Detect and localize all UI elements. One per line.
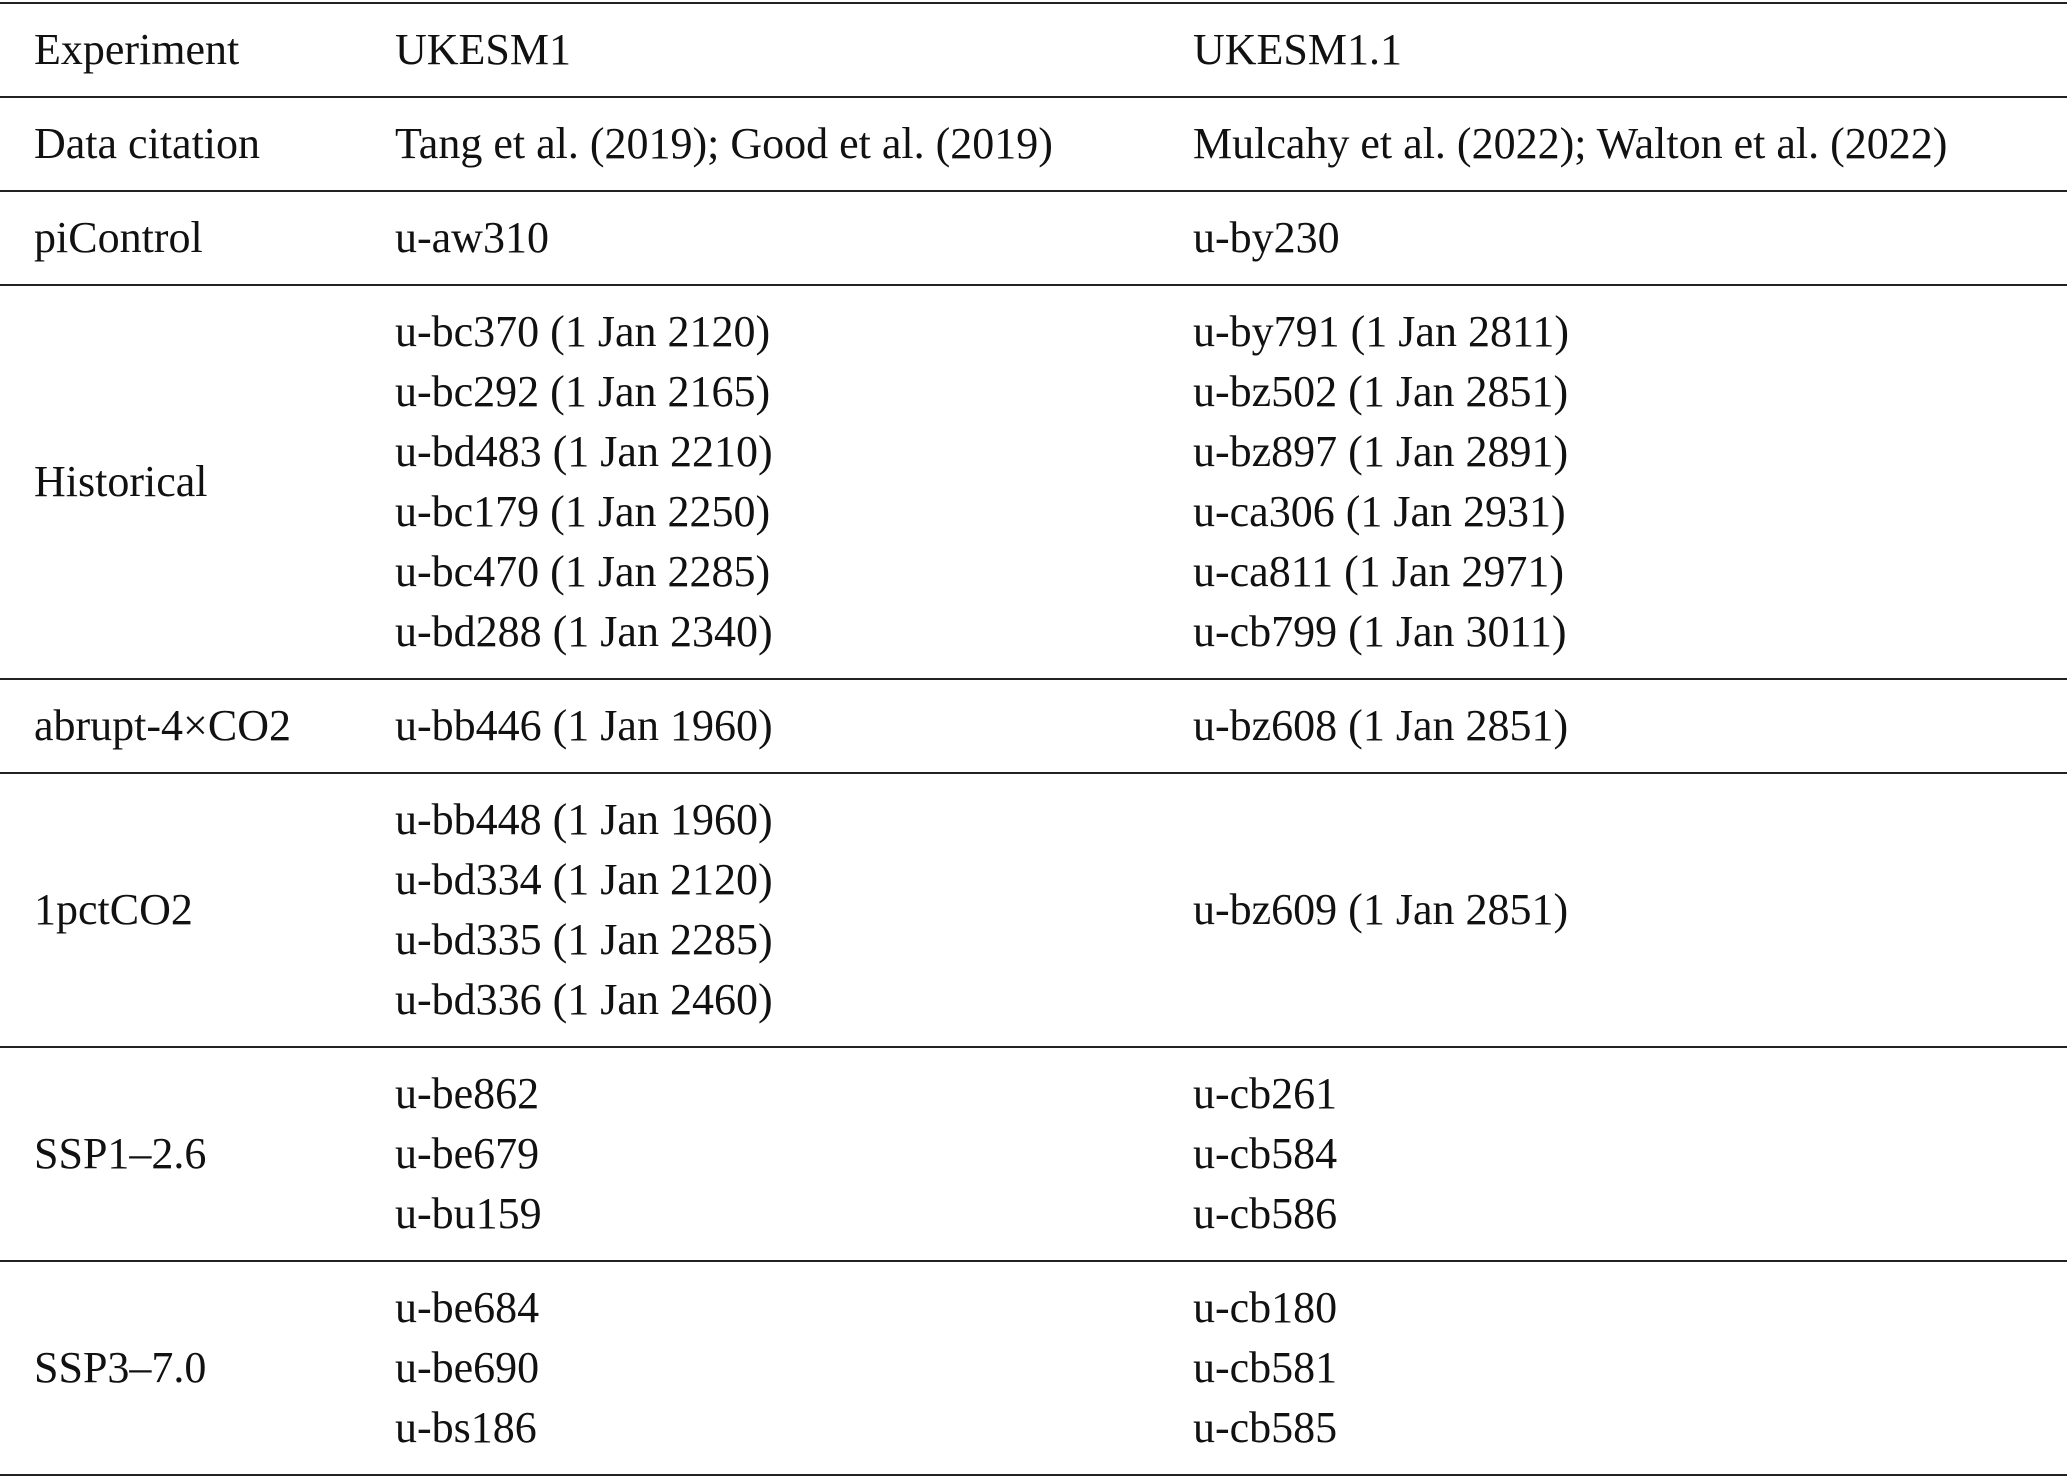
cell-line: u-bz897 (1 Jan 2891) xyxy=(1193,427,1569,476)
table-cell: u-bz609 (1 Jan 2851) xyxy=(1193,772,2067,1047)
cell-line: u-bb448 (1 Jan 1960) xyxy=(395,795,773,844)
table-row: Data citation Tang et al. (2019); Good et… xyxy=(0,96,2067,191)
cell-line: u-bd288 (1 Jan 2340) xyxy=(395,607,773,656)
table-cell: u-be862 u-be679 u-bu159 xyxy=(395,1046,1193,1261)
table-row: abrupt-4×CO2 u-bb446 (1 Jan 1960) u-bz608 … xyxy=(0,678,2067,773)
cell-line: u-bc470 (1 Jan 2285) xyxy=(395,547,771,596)
table-row: 1pctCO2 u-bb448 (1 Jan 1960) u-bd334 (1 Ja… xyxy=(0,772,2067,1047)
cell-line: abrupt-4×CO2 xyxy=(34,701,291,750)
cell-line: u-bd335 (1 Jan 2285) xyxy=(395,915,773,964)
cell-line: Tang et al. (2019); Good et al. (2019) xyxy=(395,119,1053,168)
cell-line: u-bs186 xyxy=(395,1403,537,1452)
cell-line: u-cb586 xyxy=(1193,1189,1338,1238)
cell-line: u-bc370 (1 Jan 2120) xyxy=(395,307,771,356)
cell-line: u-bd334 (1 Jan 2120) xyxy=(395,855,773,904)
cell-line: u-bd336 (1 Jan 2460) xyxy=(395,975,773,1024)
table-cell: u-bb448 (1 Jan 1960) u-bd334 (1 Jan 2120)… xyxy=(395,772,1193,1047)
table-row: SSP1–2.6 u-be862 u-be679 u-bu159 u-cb261 u-cb… xyxy=(0,1046,2067,1261)
cell-line: u-ca306 (1 Jan 2931) xyxy=(1193,487,1566,536)
cell-line: u-cb261 xyxy=(1193,1069,1338,1118)
cell-line: u-bc292 (1 Jan 2165) xyxy=(395,367,771,416)
cell-line: u-aw310 xyxy=(395,213,549,262)
table-cell: u-cb261 u-cb584 u-cb586 xyxy=(1193,1046,2067,1261)
cell-line: u-by791 (1 Jan 2811) xyxy=(1193,307,1569,356)
cell-line: u-cb581 xyxy=(1193,1343,1338,1392)
cell-line: u-cb585 xyxy=(1193,1403,1338,1452)
table-cell: u-cb180 u-cb581 u-cb585 xyxy=(1193,1260,2067,1476)
table-cell: 1pctCO2 xyxy=(0,772,395,1047)
table-cell: Tang et al. (2019); Good et al. (2019) xyxy=(395,96,1193,191)
header-cell: UKESM1 xyxy=(395,2,1193,97)
cell-line: u-by230 xyxy=(1193,213,1340,262)
cell-line: Data citation xyxy=(34,119,261,168)
cell-line: Historical xyxy=(34,457,208,506)
table-cell: u-by230 xyxy=(1193,190,2067,285)
table-cell: SSP1–2.6 xyxy=(0,1046,395,1261)
cell-line: u-be679 xyxy=(395,1129,540,1178)
table-cell: piControl xyxy=(0,190,395,285)
cell-line: SSP3–7.0 xyxy=(34,1343,207,1392)
table-cell: u-be684 u-be690 u-bs186 xyxy=(395,1260,1193,1476)
cell-line: piControl xyxy=(34,213,203,262)
header-cell: UKESM1.1 xyxy=(1193,2,2067,97)
cell-line: 1pctCO2 xyxy=(34,885,193,934)
table-row: SSP3–7.0 u-be684 u-be690 u-bs186 u-cb180 u-cb… xyxy=(0,1260,2067,1476)
cell-line: u-cb799 (1 Jan 3011) xyxy=(1193,607,1567,656)
cell-line: Mulcahy et al. (2022); Walton et al. (20… xyxy=(1193,119,1948,168)
cell-line: u-be684 xyxy=(395,1283,540,1332)
header-row: Experiment UKESM1 UKESM1.1 xyxy=(0,2,2067,97)
table-row: Historical u-bc370 (1 Jan 2120) u-bc292 (1… xyxy=(0,284,2067,679)
table-cell: u-bc370 (1 Jan 2120) u-bc292 (1 Jan 2165)… xyxy=(395,284,1193,679)
table-cell: Mulcahy et al. (2022); Walton et al. (20… xyxy=(1193,96,2067,191)
cell-line: u-bz608 (1 Jan 2851) xyxy=(1193,701,1569,750)
table-cell: Historical xyxy=(0,284,395,679)
cell-line: u-cb180 xyxy=(1193,1283,1338,1332)
cell-line: u-bu159 xyxy=(395,1189,542,1238)
table-row: piControl u-aw310 u-by230 xyxy=(0,190,2067,285)
cell-line: u-bb446 (1 Jan 1960) xyxy=(395,701,773,750)
table-cell: SSP3–7.0 xyxy=(0,1260,395,1476)
cell-line: u-ca811 (1 Jan 2971) xyxy=(1193,547,1565,596)
header-cell: Experiment xyxy=(0,2,395,97)
table-cell: u-aw310 xyxy=(395,190,1193,285)
table-cell: u-bz608 (1 Jan 2851) xyxy=(1193,678,2067,773)
cell-line: u-be690 xyxy=(395,1343,540,1392)
table-cell: Data citation xyxy=(0,96,395,191)
cell-line: SSP1–2.6 xyxy=(34,1129,207,1178)
cell-line: u-be862 xyxy=(395,1069,540,1118)
cell-line: u-bd483 (1 Jan 2210) xyxy=(395,427,773,476)
table-cell: u-bb446 (1 Jan 1960) xyxy=(395,678,1193,773)
cell-line: u-bc179 (1 Jan 2250) xyxy=(395,487,771,536)
cell-line: u-bz609 (1 Jan 2851) xyxy=(1193,885,1569,934)
table-cell: abrupt-4×CO2 xyxy=(0,678,395,773)
cell-line: u-cb584 xyxy=(1193,1129,1338,1178)
table-cell: u-by791 (1 Jan 2811) u-bz502 (1 Jan 2851)… xyxy=(1193,284,2067,679)
cell-line: u-bz502 (1 Jan 2851) xyxy=(1193,367,1569,416)
